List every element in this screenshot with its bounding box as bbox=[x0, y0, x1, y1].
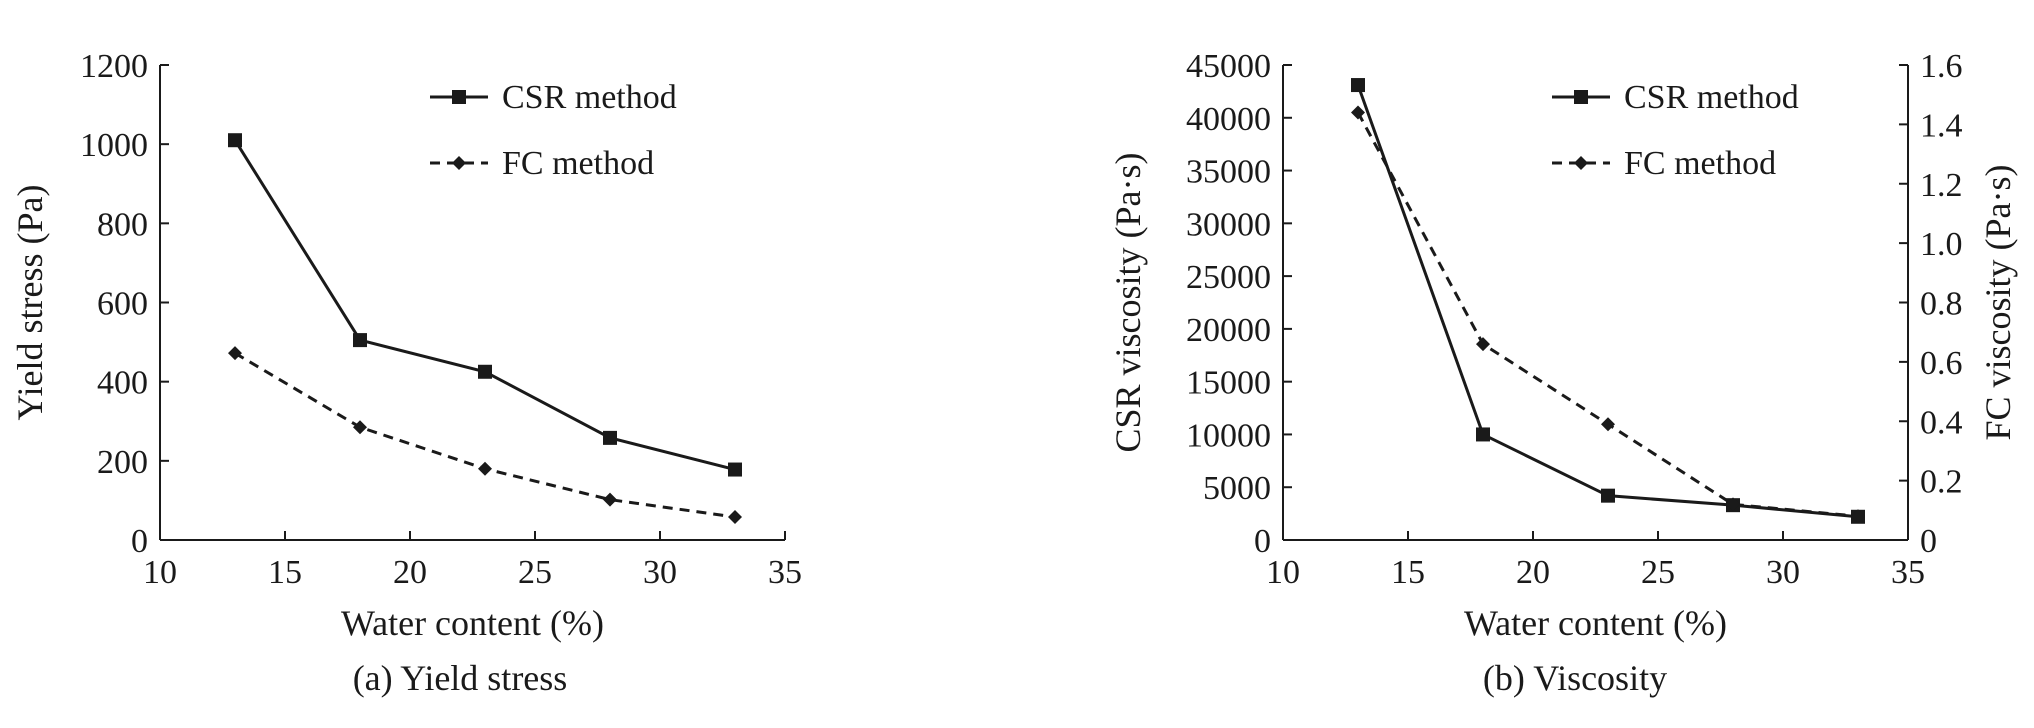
y-axis-label: Yield stress (Pa) bbox=[10, 185, 50, 421]
data-point-csr bbox=[728, 462, 742, 477]
series-line-fc bbox=[1356, 111, 1859, 518]
y-tick-label: 30000 bbox=[1186, 206, 1271, 243]
y2-tick-label: 0.2 bbox=[1920, 464, 1963, 501]
data-point-fc bbox=[728, 510, 742, 525]
y-tick-label: 1000 bbox=[80, 127, 148, 164]
x-tick-label: 20 bbox=[393, 554, 427, 591]
legend-swatch-marker bbox=[452, 90, 466, 104]
y-tick-label: 0 bbox=[1254, 523, 1271, 560]
y-tick-label: 800 bbox=[97, 206, 148, 243]
data-point-fc bbox=[1726, 497, 1740, 512]
y-tick-label: 0 bbox=[131, 523, 148, 560]
legend-swatch-marker bbox=[1574, 156, 1588, 170]
legend-label: FC method bbox=[502, 145, 654, 182]
data-point-fc bbox=[228, 346, 242, 361]
y2-tick-label: 1.6 bbox=[1920, 48, 1963, 85]
figure-caption: (b) Viscosity bbox=[1483, 658, 1667, 698]
y2-tick-label: 1.2 bbox=[1920, 167, 1963, 204]
y-tick-label: 25000 bbox=[1186, 259, 1271, 296]
data-point-csr bbox=[1601, 488, 1615, 503]
data-point-fc bbox=[603, 492, 617, 507]
data-point-csr bbox=[1476, 427, 1490, 442]
y-tick-label: 15000 bbox=[1186, 365, 1271, 402]
legend-swatch-marker bbox=[452, 156, 466, 170]
data-point-csr bbox=[478, 364, 492, 379]
series-line-csr bbox=[1356, 84, 1859, 519]
data-point-fc bbox=[478, 461, 492, 476]
y-tick-label: 600 bbox=[97, 286, 148, 323]
y2-axis-label: FC viscosity (Pa·s) bbox=[1978, 164, 2018, 440]
x-tick-label: 10 bbox=[143, 554, 177, 591]
legend-label: CSR method bbox=[502, 79, 677, 116]
x-axis-label: Water content (%) bbox=[1464, 603, 1727, 643]
data-point-csr bbox=[228, 133, 242, 148]
legend-label: CSR method bbox=[1624, 79, 1799, 116]
y-tick-label: 20000 bbox=[1186, 312, 1271, 349]
x-tick-label: 15 bbox=[1391, 554, 1425, 591]
y2-tick-label: 1.4 bbox=[1920, 107, 1963, 144]
x-tick-label: 30 bbox=[1766, 554, 1800, 591]
y-tick-label: 5000 bbox=[1203, 470, 1271, 507]
legend-label: FC method bbox=[1624, 145, 1776, 182]
y2-tick-label: 0.8 bbox=[1920, 286, 1963, 323]
data-point-fc bbox=[1601, 417, 1615, 432]
panel-viscosity: 10 15 20 25 30 350500010000150002000025000300… bbox=[1108, 48, 2018, 698]
panel-yield-stress: 10 15 20 25 30 35 0 200 400 600 800 1000 1200 Water c… bbox=[10, 48, 802, 698]
legend-swatch-marker bbox=[1574, 90, 1588, 104]
y-axis-label: CSR viscosity (Pa·s) bbox=[1108, 152, 1148, 452]
x-axis-label: Water content (%) bbox=[341, 603, 604, 643]
data-point-csr bbox=[1351, 78, 1365, 93]
data-point-fc bbox=[1476, 337, 1490, 352]
x-tick-label: 35 bbox=[1891, 554, 1925, 591]
x-tick-label: 35 bbox=[768, 554, 802, 591]
series-line-csr bbox=[233, 139, 736, 471]
x-tick-label: 15 bbox=[268, 554, 302, 591]
x-tick-label: 25 bbox=[518, 554, 552, 591]
x-tick-label: 10 bbox=[1266, 554, 1300, 591]
y-tick-label: 45000 bbox=[1186, 48, 1271, 85]
data-point-fc bbox=[353, 420, 367, 435]
y-tick-label: 200 bbox=[97, 444, 148, 481]
y2-tick-label: 0 bbox=[1920, 523, 1937, 560]
x-tick-label: 30 bbox=[643, 554, 677, 591]
y-tick-label: 10000 bbox=[1186, 417, 1271, 454]
x-tick-label: 20 bbox=[1516, 554, 1550, 591]
y-tick-label: 40000 bbox=[1186, 101, 1271, 138]
y-tick-label: 1200 bbox=[80, 48, 148, 85]
y-tick-label: 35000 bbox=[1186, 154, 1271, 191]
data-point-fc bbox=[1351, 105, 1365, 120]
data-point-csr bbox=[603, 430, 617, 445]
data-point-fc bbox=[1851, 509, 1865, 524]
data-point-csr bbox=[353, 333, 367, 348]
x-tick-label: 25 bbox=[1641, 554, 1675, 591]
y2-tick-label: 0.6 bbox=[1920, 345, 1963, 382]
y2-tick-label: 1.0 bbox=[1920, 226, 1963, 263]
y-tick-label: 400 bbox=[97, 365, 148, 402]
y2-tick-label: 0.4 bbox=[1920, 404, 1963, 441]
figure-caption: (a) Yield stress bbox=[353, 658, 568, 698]
